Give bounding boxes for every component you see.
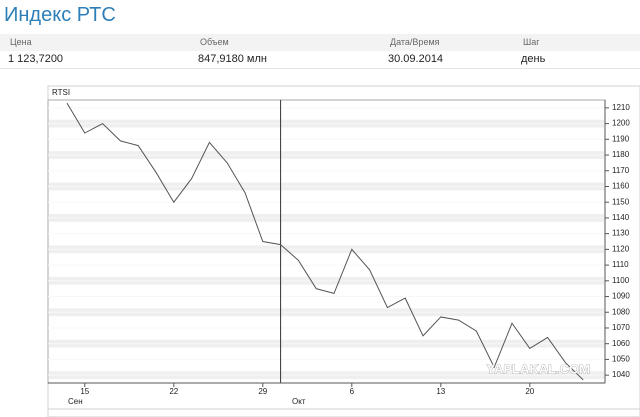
y-tick-label: 1210 <box>612 103 630 112</box>
table-header: Цена Объем Дата/Время Шаг <box>0 34 640 51</box>
x-tick-label: 22 <box>169 387 178 396</box>
x-tick-label: 6 <box>350 387 355 396</box>
cell: 1 123,7200 <box>8 53 64 65</box>
x-tick-label: 29 <box>258 387 267 396</box>
x-tick-label: 20 <box>525 387 534 396</box>
y-tick-label: 1100 <box>612 276 630 285</box>
series-line <box>66 102 584 381</box>
y-tick-label: 1130 <box>612 229 630 238</box>
y-tick-label: 1180 <box>612 150 630 159</box>
month-label: Сен <box>68 397 83 406</box>
y-tick-label: 1040 <box>612 370 630 379</box>
table-row: 1 123,7200 847,9180 млн 30.09.2014 день <box>0 51 640 69</box>
y-tick-label: 1160 <box>612 182 630 191</box>
cell: 847,9180 млн <box>198 53 267 65</box>
cell: день <box>521 53 546 65</box>
page-title: Индекс РТС <box>4 4 116 26</box>
watermark: YAPLAKAL.COM <box>486 361 590 376</box>
column-header: Дата/Время <box>390 37 440 47</box>
y-tick-label: 1090 <box>612 292 630 301</box>
y-tick-label: 1060 <box>612 339 630 348</box>
column-header: Объем <box>200 37 229 47</box>
y-tick-label: 1050 <box>612 355 630 364</box>
cell: 30.09.2014 <box>388 53 444 65</box>
y-tick-label: 1170 <box>612 166 630 175</box>
y-tick-label: 1150 <box>612 197 630 206</box>
y-tick-label: 1140 <box>612 213 630 222</box>
plot-area <box>47 99 606 384</box>
column-header: Цена <box>10 37 32 47</box>
month-label: Окт <box>292 397 306 406</box>
column-header: Шаг <box>523 37 540 47</box>
y-tick-label: 1200 <box>612 119 630 128</box>
y-tick-label: 1110 <box>612 260 629 269</box>
chart-title: RTSI <box>52 88 70 97</box>
y-tick-label: 1120 <box>612 244 630 253</box>
x-tick-label: 13 <box>436 387 445 396</box>
y-tick-label: 1070 <box>612 323 630 332</box>
next-panel <box>47 408 640 417</box>
x-tick-label: 15 <box>80 387 89 396</box>
y-tick-label: 1190 <box>612 134 630 143</box>
y-tick-label: 1080 <box>612 307 630 316</box>
